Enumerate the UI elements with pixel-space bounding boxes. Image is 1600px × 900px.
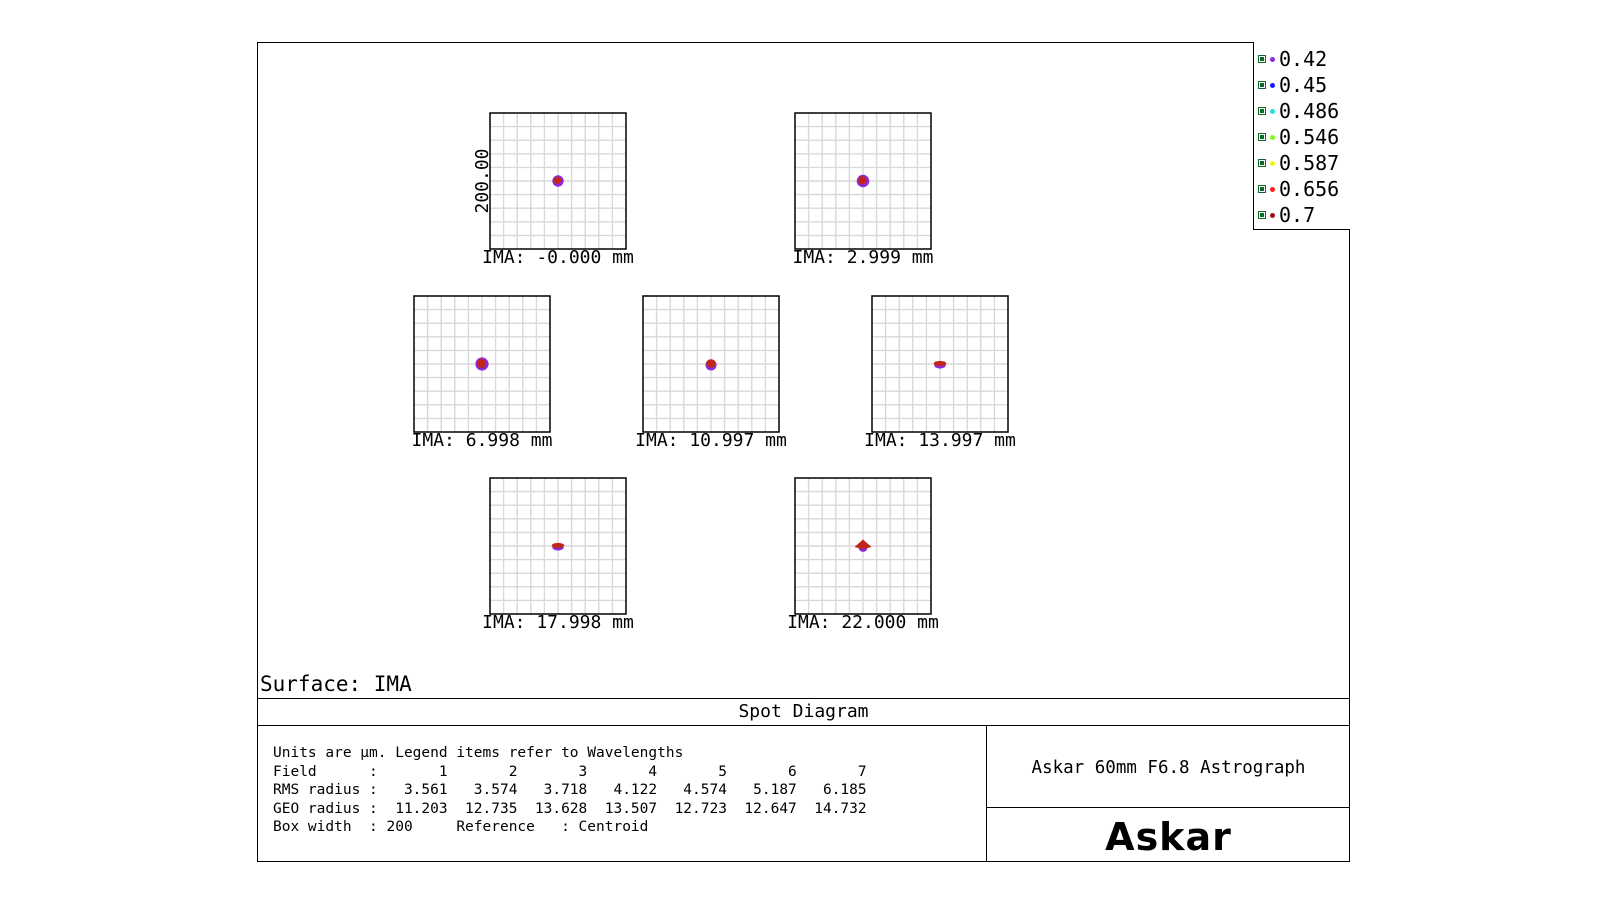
- spot-box: [489, 112, 627, 250]
- spot-grid: [795, 113, 931, 249]
- legend-color-dot: [1270, 212, 1275, 218]
- spot-point: [856, 174, 870, 188]
- legend-label: 0.486: [1279, 99, 1340, 123]
- info-text: Units are µm. Legend items refer to Wave…: [273, 745, 867, 835]
- legend-color-dot: [1270, 56, 1275, 62]
- product-panel: Askar 60mm F6.8 Astrograph Askar: [987, 726, 1350, 862]
- spot-field-4: IMA: 10.997 mm: [635, 295, 787, 451]
- field-label: IMA: -0.000 mm: [482, 247, 634, 268]
- chart-title: Spot Diagram: [257, 698, 1350, 726]
- spot-inner: [933, 360, 947, 367]
- spot-box: [871, 295, 1009, 433]
- legend-color-dot: [1270, 82, 1275, 88]
- legend-item: 0.546: [1258, 124, 1339, 150]
- legend-checkbox-icon: [1258, 159, 1266, 167]
- spot-diagram-plot: IMA: -0.000 mm IMA: 2.999 mm IMA: 6.998 mm…: [412, 112, 1016, 633]
- legend-label: 0.587: [1279, 151, 1340, 175]
- spot-box: [489, 477, 627, 615]
- spot-box: [794, 477, 932, 615]
- legend-label: 0.45: [1279, 73, 1328, 97]
- spot-point: [933, 360, 947, 369]
- legend-checkbox-icon: [1258, 133, 1266, 141]
- legend-item: 0.7: [1258, 202, 1315, 228]
- spot-field-5: IMA: 13.997 mm: [864, 295, 1016, 451]
- spot-inner: [854, 539, 872, 550]
- field-label: IMA: 10.997 mm: [635, 430, 787, 451]
- spot-grid: [872, 296, 1008, 432]
- spot-point: [705, 359, 717, 371]
- legend-item: 0.587: [1258, 150, 1339, 176]
- field-label: IMA: 6.998 mm: [412, 430, 553, 451]
- spot-field-6: IMA: 17.998 mm: [482, 477, 634, 633]
- legend-item: 0.45: [1258, 72, 1327, 98]
- spot-box: [794, 112, 932, 250]
- spot-field-7: IMA: 22.000 mm: [787, 477, 939, 633]
- spot-inner: [706, 359, 716, 368]
- legend-checkbox-icon: [1258, 211, 1266, 219]
- legend-item: 0.486: [1258, 98, 1339, 124]
- axis-label: 200.00: [472, 148, 493, 213]
- legend-label: 0.7: [1279, 203, 1316, 227]
- brand-logo: Askar: [1105, 815, 1232, 859]
- spot-field-3: IMA: 6.998 mm: [412, 295, 553, 451]
- spot-point: [475, 357, 489, 371]
- spot-grid: [490, 478, 626, 614]
- spot-inner: [553, 176, 562, 185]
- spot-grid: [414, 296, 550, 432]
- legend-checkbox-icon: [1258, 185, 1266, 193]
- spot-field-2: IMA: 2.999 mm: [793, 112, 934, 268]
- legend-color-dot: [1270, 134, 1275, 140]
- legend-checkbox-icon: [1258, 55, 1266, 63]
- legend-color-dot: [1270, 186, 1275, 192]
- spot-point: [551, 542, 565, 551]
- info-panel: Units are µm. Legend items refer to Wave…: [257, 726, 987, 862]
- spot-point: [854, 539, 872, 552]
- spot-inner: [551, 542, 565, 549]
- legend-color-dot: [1270, 108, 1275, 114]
- spot-box: [642, 295, 780, 433]
- legend-item: 0.656: [1258, 176, 1339, 202]
- legend-checkbox-icon: [1258, 81, 1266, 89]
- spot-point: [552, 175, 564, 187]
- field-label: IMA: 2.999 mm: [793, 247, 934, 268]
- legend-label: 0.546: [1279, 125, 1340, 149]
- legend-item: 0.42: [1258, 46, 1327, 72]
- spot-field-1: IMA: -0.000 mm: [482, 112, 634, 268]
- legend-color-dot: [1270, 160, 1275, 166]
- legend-checkbox-icon: [1258, 107, 1266, 115]
- legend-label: 0.42: [1279, 47, 1328, 71]
- product-name: Askar 60mm F6.8 Astrograph: [987, 726, 1350, 808]
- spot-inner: [858, 176, 867, 185]
- legend: 0.42 0.45 0.486 0.546 0.587 0.656 0.7: [1253, 42, 1350, 230]
- spot-inner: [476, 358, 486, 368]
- legend-label: 0.656: [1279, 177, 1340, 201]
- field-label: IMA: 17.998 mm: [482, 612, 634, 633]
- field-label: IMA: 13.997 mm: [864, 430, 1016, 451]
- spot-grid: [795, 478, 931, 614]
- field-label: IMA: 22.000 mm: [787, 612, 939, 633]
- spot-box: [413, 295, 551, 433]
- surface-label: Surface: IMA: [260, 672, 412, 696]
